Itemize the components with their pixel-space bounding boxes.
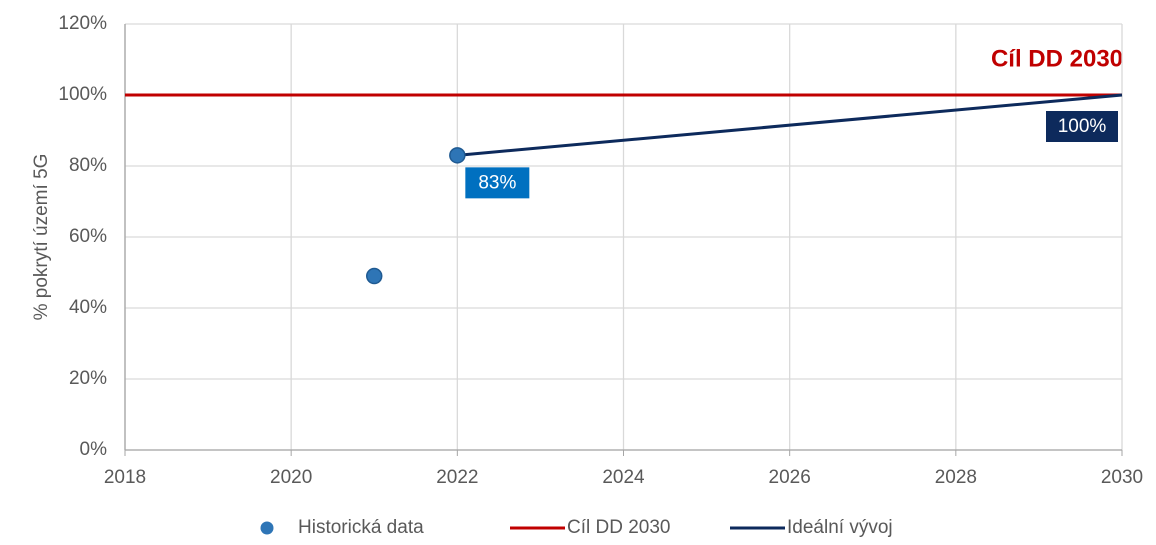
annotation: Cíl DD 2030 <box>991 45 1123 72</box>
point <box>366 267 383 285</box>
x-tick-label: 2030 <box>1101 467 1143 488</box>
data-label-box <box>465 167 530 199</box>
legend-label: Cíl DD 2030 <box>567 517 671 538</box>
y-tick-label: 20% <box>69 368 107 389</box>
data-label: 83% <box>478 172 516 193</box>
data-label-box <box>1046 111 1118 142</box>
y-axis-label: % pokrytí území 5G <box>31 154 52 321</box>
y-tick-label: 40% <box>69 297 107 318</box>
legend-label: Ideální vývoj <box>787 517 893 538</box>
x-tick-label: 2018 <box>104 467 146 488</box>
legend-label: Historická data <box>298 517 424 538</box>
y-tick-label: 60% <box>69 226 107 247</box>
y-tick-label: 120% <box>58 13 107 34</box>
x-tick-label: 2020 <box>270 467 312 488</box>
line <box>457 93 1123 157</box>
x-tick-label: 2028 <box>935 467 977 488</box>
point <box>449 147 466 164</box>
legend-marker <box>260 521 274 535</box>
y-tick-label: 100% <box>58 84 107 105</box>
x-tick-label: 2022 <box>436 467 478 488</box>
y-tick-label: 0% <box>80 439 108 460</box>
x-tick-label: 2026 <box>769 467 811 488</box>
data-label: 100% <box>1058 116 1107 137</box>
x-tick-label: 2024 <box>602 467 645 488</box>
y-tick-label: 80% <box>69 155 107 176</box>
